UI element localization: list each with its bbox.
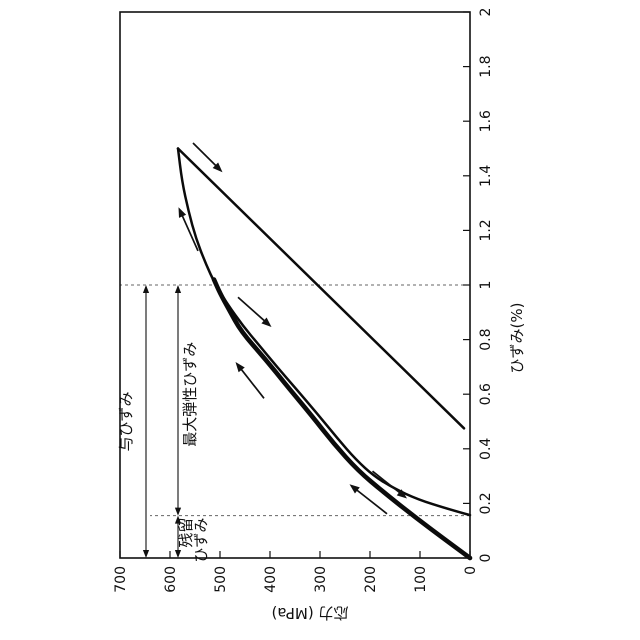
given-strain-label: 与ひずみ bbox=[117, 391, 135, 451]
series-layer bbox=[176, 147, 473, 561]
residual-strain-arrowhead-left bbox=[174, 550, 182, 558]
axes-layer: 0 0.2 0.4 0.6 0.8 1 1.2 1.4 1.6 1.8 2 0 100 200 300 400… bbox=[113, 8, 494, 593]
unloading-direction-near-peak-arrow bbox=[192, 142, 223, 173]
residual-strain-arrowhead-right bbox=[174, 515, 182, 524]
max-elastic-strain-label: 最大弾性ひずみ bbox=[181, 342, 199, 447]
max-elastic-strain-span-arrow bbox=[174, 285, 182, 516]
loading-direction-near-peak-arrowhead bbox=[178, 207, 187, 218]
hysteresis-curve-to-peak bbox=[176, 147, 472, 517]
loading-direction-near-peak-arrow bbox=[178, 207, 199, 252]
x-tick-label: 0.4 bbox=[478, 438, 494, 460]
initial-loading-curve bbox=[211, 277, 473, 561]
x-tick-label: 1.4 bbox=[478, 165, 494, 187]
residual-strain-label: ひずみ bbox=[192, 518, 210, 563]
x-tick-label: 1 bbox=[478, 281, 494, 290]
residual-strain-span-arrow bbox=[174, 515, 182, 558]
direction-arrows-layer bbox=[178, 142, 407, 515]
loading-direction-mid-arrowhead bbox=[235, 361, 245, 373]
unloading-direction-near-peak-arrowhead bbox=[212, 162, 223, 173]
given-strain-arrowhead-right bbox=[142, 285, 150, 293]
y-tick-label: 500 bbox=[213, 566, 229, 593]
y-tick-label: 0 bbox=[463, 566, 479, 575]
x-axis-title: ひずみ(%) bbox=[508, 303, 526, 374]
x-tick-label: 1.2 bbox=[478, 219, 494, 241]
y-tick-label: 700 bbox=[113, 566, 129, 593]
x-tick-label: 2 bbox=[478, 8, 494, 17]
unloading-line-from-peak bbox=[176, 147, 466, 430]
unloading-direction-mid-arrow bbox=[237, 296, 272, 328]
y-tick-label: 100 bbox=[413, 566, 429, 593]
x-tick-label: 0.6 bbox=[478, 383, 494, 405]
x-tick-label: 1.6 bbox=[478, 110, 494, 132]
max-elastic-strain-arrowhead-left bbox=[174, 507, 182, 516]
y-tick-label: 200 bbox=[363, 566, 379, 593]
given-strain-arrowhead-left bbox=[142, 550, 150, 558]
x-tick-label: 1.8 bbox=[478, 55, 494, 77]
loading-direction-low-arrowhead bbox=[349, 484, 360, 494]
x-tick-label: 0.8 bbox=[478, 328, 494, 350]
loading-direction-low-arrow bbox=[349, 484, 388, 515]
unloading-direction-low-arrow bbox=[371, 470, 407, 499]
y-tick-label: 600 bbox=[163, 566, 179, 593]
unloading-direction-mid-arrowhead bbox=[261, 317, 272, 328]
max-elastic-strain-arrowhead-right bbox=[174, 285, 182, 293]
guide-lines-layer bbox=[120, 284, 470, 517]
x-tick-label: 0.2 bbox=[478, 492, 494, 514]
y-tick-label: 300 bbox=[313, 566, 329, 593]
loading-direction-mid-arrow bbox=[235, 361, 265, 399]
y-tick-label: 400 bbox=[263, 566, 279, 593]
given-strain-span-arrow bbox=[142, 285, 150, 558]
residual-strain-label: 残留 bbox=[177, 518, 195, 548]
y-axis-title: 応力 (MPa) bbox=[272, 604, 349, 622]
unloading-direction-low-arrowhead bbox=[396, 489, 407, 499]
x-tick-label: 0 bbox=[478, 554, 494, 563]
